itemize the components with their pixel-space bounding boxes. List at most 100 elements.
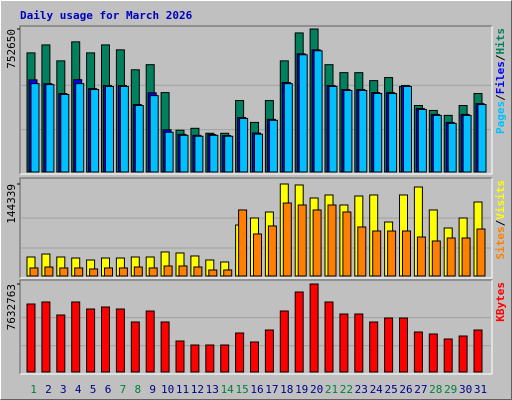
bar [250, 341, 259, 373]
bar [133, 266, 143, 277]
bar [75, 83, 85, 173]
x-tick-label: 12 [191, 383, 204, 396]
x-tick-label: 22 [340, 383, 353, 396]
legend: KBytes [494, 282, 507, 322]
panel-bevel [20, 178, 493, 279]
bar [416, 236, 426, 277]
x-tick-label: 9 [149, 383, 156, 396]
legend-separator: / [494, 94, 507, 101]
legend-label: Pages [494, 101, 507, 134]
bar [220, 344, 230, 373]
bar [268, 119, 278, 173]
x-tick-label: 6 [105, 383, 112, 396]
x-tick-label: 25 [384, 383, 397, 396]
bar [324, 301, 334, 373]
y-tick-label: 7632763 [5, 284, 18, 330]
bar [372, 230, 382, 277]
legend-label: Files [494, 61, 507, 94]
bar [461, 237, 471, 277]
bar [71, 301, 81, 373]
bar [327, 204, 337, 277]
bar [59, 267, 69, 277]
bar [358, 89, 368, 173]
bar [29, 267, 39, 277]
bar [476, 228, 486, 277]
x-tick-label: 4 [75, 383, 82, 396]
x-tick-label: 26 [399, 383, 412, 396]
bar [443, 338, 453, 373]
bar [41, 301, 51, 373]
bar [193, 266, 203, 277]
bar [89, 268, 99, 277]
bar [105, 86, 114, 173]
bar [458, 335, 468, 373]
legend-label: Visits [494, 180, 507, 220]
bar [384, 317, 394, 373]
bar [101, 306, 110, 373]
legend-label: Hits [494, 28, 507, 55]
bar [282, 202, 292, 277]
bar [149, 95, 159, 173]
bar [402, 230, 411, 277]
bar [163, 265, 173, 277]
bar [294, 291, 304, 373]
bar [462, 114, 472, 173]
bar [115, 308, 125, 373]
legend-label: KBytes [494, 282, 507, 322]
x-tick-label: 3 [60, 383, 67, 396]
bar [298, 54, 308, 173]
x-tick-label: 2 [45, 383, 52, 396]
bar [44, 266, 54, 277]
bar [357, 226, 367, 277]
bar [145, 310, 155, 373]
bar [328, 86, 338, 173]
legend: Pages/Files/Hits [494, 28, 507, 134]
bar [90, 89, 100, 173]
x-tick-label: 27 [414, 383, 427, 396]
bar [86, 308, 96, 373]
bar [119, 86, 129, 173]
bar [209, 134, 219, 173]
bar [30, 83, 40, 173]
bar [208, 269, 218, 277]
bar [130, 321, 140, 373]
x-tick-label: 7 [120, 383, 127, 396]
bar [194, 135, 204, 173]
bar [354, 313, 364, 373]
x-tick-label: 31 [474, 383, 487, 396]
x-tick-label: 14 [221, 383, 235, 396]
x-tick-label: 23 [355, 383, 368, 396]
bar [164, 131, 174, 173]
bar [148, 267, 158, 277]
bar [45, 84, 55, 173]
x-tick-label: 16 [250, 383, 263, 396]
bar [431, 240, 441, 277]
bar [179, 134, 189, 173]
panel-bevel [20, 26, 493, 175]
bar [60, 93, 70, 173]
bar [223, 269, 233, 277]
bar [56, 314, 66, 373]
bar [428, 333, 438, 373]
x-tick-label: 15 [235, 383, 248, 396]
bar [254, 133, 263, 173]
bar [224, 135, 234, 173]
bar [432, 114, 442, 173]
bar [342, 211, 352, 277]
y-tick-label: 752650 [5, 29, 18, 69]
x-tick-label: 8 [134, 383, 141, 396]
bar [279, 310, 289, 373]
x-tick-label: 13 [206, 383, 219, 396]
bar [26, 303, 36, 373]
legend-separator: / [494, 54, 507, 61]
panel-bevel [19, 177, 492, 278]
bar [447, 122, 457, 173]
bar [369, 321, 379, 373]
bar [339, 313, 349, 373]
bar [134, 105, 144, 173]
bar [387, 230, 397, 277]
bar [309, 283, 319, 373]
bar [205, 344, 215, 373]
bar [175, 340, 185, 373]
